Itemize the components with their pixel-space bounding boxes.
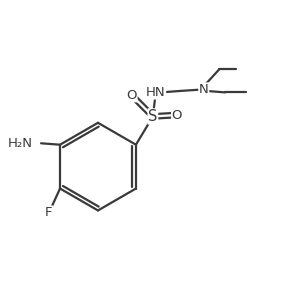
Text: O: O	[126, 89, 137, 102]
Text: HN: HN	[146, 86, 166, 99]
Text: S: S	[148, 109, 158, 124]
Text: O: O	[172, 109, 182, 122]
Text: N: N	[199, 83, 209, 96]
Text: H₂N: H₂N	[8, 137, 33, 150]
Text: F: F	[45, 206, 52, 219]
